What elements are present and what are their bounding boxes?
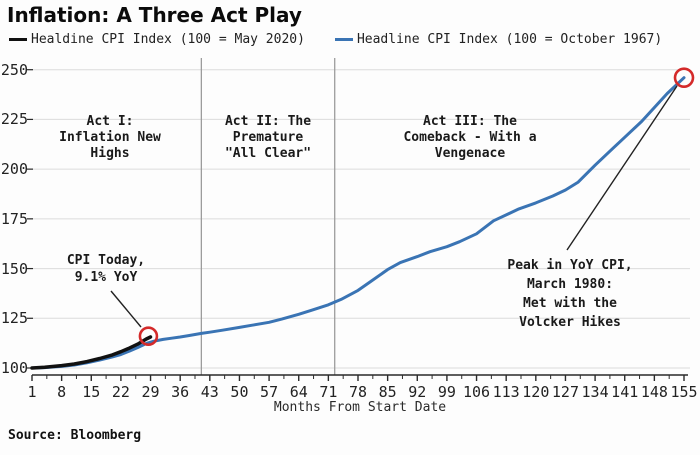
x-tick-label-36: 36: [171, 383, 190, 401]
x-tick-label-106: 106: [462, 383, 491, 401]
y-tick-label-175: 175: [0, 209, 28, 228]
x-tick-label-64: 64: [289, 383, 308, 401]
x-tick-label-22: 22: [111, 383, 130, 401]
x-tick-label-120: 120: [522, 383, 550, 401]
x-axis-title: Months From Start Date: [273, 400, 447, 415]
x-tick-label-155: 155: [670, 383, 698, 401]
y-tick-label-250: 250: [0, 60, 28, 79]
annotation-pointer-line-2: [566, 85, 678, 251]
x-tick-label-50: 50: [230, 383, 249, 401]
annotation-act-1: Act I: Inflation New Highs: [59, 114, 161, 161]
y-tick-label-125: 125: [0, 309, 28, 328]
x-tick-label-15: 15: [82, 383, 101, 401]
legend-item-october-1967: Headline CPI Index (100 = October 1967): [334, 32, 663, 47]
chart-title: Inflation: A Three Act Play: [7, 3, 302, 27]
x-tick-label-92: 92: [408, 383, 427, 401]
annotation-peak-1980: Peak in YoY CPI, March 1980: Met with th…: [507, 258, 633, 330]
cpi-today-circle: [138, 326, 159, 346]
series-line-healdine-cpi-index-100-may-2020-: [30, 335, 153, 370]
x-tick-label-127: 127: [551, 383, 579, 401]
y-tick-label-100: 100: [0, 359, 28, 377]
legend-item-may-2020: Healdine CPI Index (100 = May 2020): [9, 32, 305, 47]
x-tick-label-113: 113: [492, 383, 520, 401]
y-tick-label-200: 200: [0, 160, 28, 179]
x-tick-label-1: 1: [27, 383, 37, 401]
legend-label-october-1967: Headline CPI Index (100 = October 1967): [356, 32, 663, 47]
blue-line-swatch-icon: [334, 38, 353, 41]
x-tick-label-78: 78: [348, 383, 368, 401]
legend: Healdine CPI Index (100 = May 2020) Head…: [9, 32, 662, 47]
annotation-act-3: Act III: The Comeback - With a Vengenace: [403, 114, 537, 161]
series-line-headline-cpi-index-100-october-1967-: [30, 76, 686, 370]
x-tick-label-134: 134: [581, 383, 609, 401]
x-tick-label-43: 43: [200, 383, 219, 401]
x-tick-label-57: 57: [260, 383, 279, 401]
x-tick-label-99: 99: [437, 383, 456, 401]
legend-label-may-2020: Healdine CPI Index (100 = May 2020): [31, 32, 305, 47]
x-tick-label-141: 141: [611, 383, 639, 401]
peak-1980-circle: [673, 67, 695, 88]
y-tick-label-225: 225: [0, 110, 28, 129]
x-tick-label-29: 29: [141, 383, 160, 401]
source-credit: Source: Bloomberg: [8, 428, 142, 443]
y-tick-label-150: 150: [0, 259, 28, 278]
x-tick-label-148: 148: [640, 383, 668, 401]
black-line-swatch-icon: [9, 38, 27, 41]
x-tick-label-71: 71: [319, 383, 338, 401]
x-tick-label-8: 8: [57, 383, 67, 401]
annotation-cpi-today: CPI Today, 9.1% YoY: [66, 253, 146, 285]
annotation-pointer-line-1: [110, 290, 142, 328]
x-tick-label-85: 85: [378, 383, 397, 401]
annotation-act-2: Act II: The Premature "All Clear": [224, 114, 312, 161]
